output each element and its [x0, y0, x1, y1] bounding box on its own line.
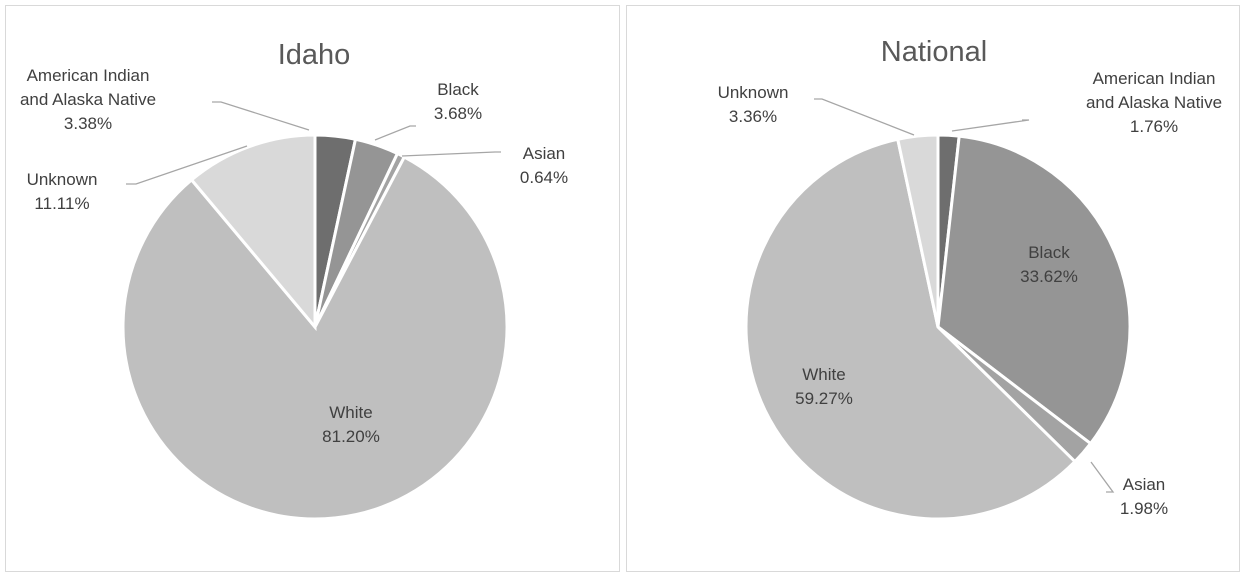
slice-label-american-indian-and-alaska-native: American Indian and Alaska Native 1.76%	[1086, 69, 1222, 136]
slice-label-unknown: Unknown 3.36%	[718, 83, 789, 126]
pie-chart-national: National American Indian and Alaska Nativ…	[627, 6, 1241, 573]
chart-title: Idaho	[278, 39, 351, 71]
pie-slices	[123, 135, 507, 519]
leader-line-asian	[402, 152, 501, 156]
slice-label-asian: Asian 0.64%	[520, 144, 568, 187]
pie-slices	[746, 135, 1130, 519]
leader-line-asian	[1091, 462, 1113, 492]
pie-chart-idaho: Idaho American Indian and Alaska Native 3.…	[6, 6, 621, 573]
leader-line-american-indian-and-alaska-native	[212, 102, 309, 130]
leader-line-unknown	[814, 99, 914, 135]
slice-label-black: Black 3.68%	[434, 80, 482, 123]
chart-panel-national: National American Indian and Alaska Nativ…	[626, 5, 1240, 572]
chart-panel-idaho: Idaho American Indian and Alaska Native 3.…	[5, 5, 620, 572]
chart-title: National	[881, 36, 987, 68]
leader-line-american-indian-and-alaska-native	[952, 120, 1029, 131]
slice-label-unknown: Unknown 11.11%	[27, 170, 98, 213]
slice-label-american-indian-and-alaska-native: American Indian and Alaska Native 3.38%	[20, 66, 156, 133]
slice-label-asian: Asian 1.98%	[1120, 475, 1168, 518]
leader-line-black	[375, 126, 416, 140]
